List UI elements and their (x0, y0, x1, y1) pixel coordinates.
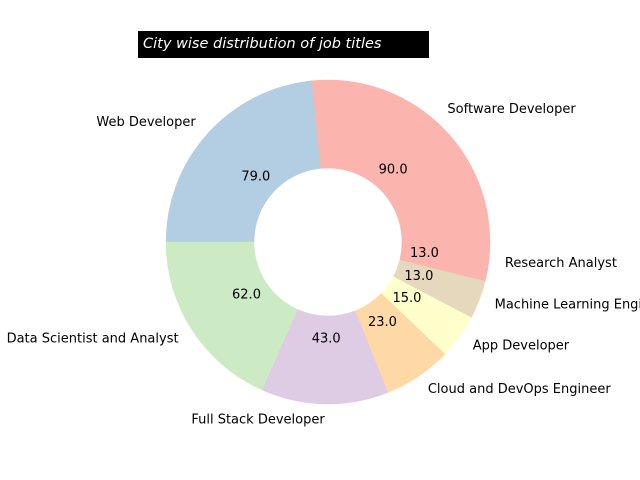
category-label-full-stack-developer: Full Stack Developer (191, 413, 325, 428)
value-label-full-stack-developer: 43.0 (312, 332, 341, 347)
category-label-software-developer: Software Developer (447, 102, 576, 117)
value-label-web-developer: 79.0 (241, 169, 270, 184)
value-label-app-developer: 15.0 (392, 291, 421, 306)
slice-research-analyst (399, 241, 491, 282)
slice-web-developer (165, 80, 321, 243)
category-label-machine-learning-engineer: Machine Learning Engineer (495, 298, 640, 313)
value-labels: 90.0 79.0 62.0 43.0 23.0 15.0 13.0 13.0 (232, 162, 439, 346)
category-label-research-analyst: Research Analyst (505, 256, 617, 271)
slice-software-developer (311, 79, 491, 243)
slice-data-scientist-and-analyst (165, 241, 299, 391)
category-labels: Software Developer Web Developer Data Scie… (7, 102, 640, 427)
category-label-data-scientist-and-analyst: Data Scientist and Analyst (7, 332, 179, 347)
donut-slices (165, 79, 491, 405)
chart-title-box (138, 31, 429, 58)
category-label-app-developer: App Developer (473, 338, 570, 353)
value-label-data-scientist-and-analyst: 62.0 (232, 287, 261, 302)
category-label-web-developer: Web Developer (96, 115, 196, 130)
value-label-cloud-and-devops-engineer: 23.0 (368, 315, 397, 330)
value-label-software-developer: 90.0 (379, 162, 408, 177)
value-label-machine-learning-engineer: 13.0 (404, 269, 433, 284)
category-label-cloud-and-devops-engineer: Cloud and DevOps Engineer (428, 382, 611, 397)
value-label-research-analyst: 13.0 (410, 246, 439, 261)
chart-title: City wise distribution of job titles (143, 36, 382, 52)
